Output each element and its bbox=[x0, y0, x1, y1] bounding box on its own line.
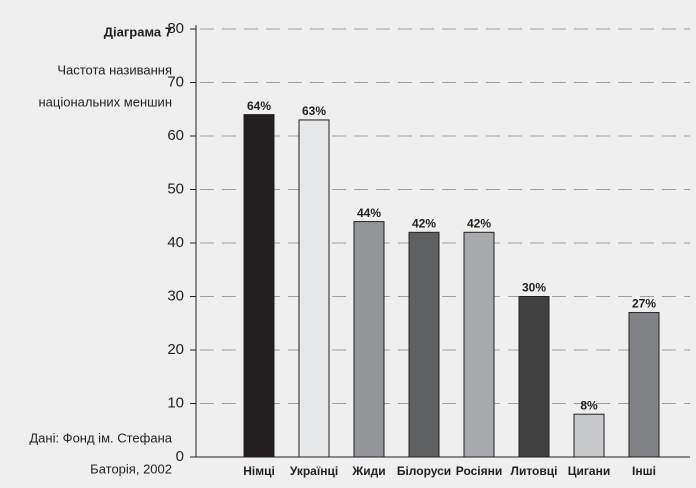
value-label: 27% bbox=[632, 297, 656, 311]
bar bbox=[298, 119, 330, 458]
y-tick-label: 70 bbox=[167, 73, 184, 90]
bar bbox=[353, 221, 385, 458]
x-tick-label: Литовці bbox=[511, 464, 558, 478]
y-tick-label: 0 bbox=[176, 448, 184, 465]
value-label: 30% bbox=[522, 281, 546, 295]
bar bbox=[463, 231, 495, 458]
x-tick-label: Білоруси bbox=[397, 464, 451, 478]
value-label: 64% bbox=[247, 99, 271, 113]
y-tick-label: 40 bbox=[167, 234, 184, 251]
x-tick-label: Німці bbox=[243, 464, 275, 478]
x-tick-label: Цигани bbox=[568, 464, 610, 478]
chart-subtitle: національних меншин bbox=[38, 94, 172, 109]
x-tick-label: Росіяни bbox=[456, 464, 503, 478]
value-label: 8% bbox=[580, 398, 598, 412]
chart-title: Діаграма 7 bbox=[104, 24, 172, 39]
chart-source: Дані: Фонд ім. Стефана bbox=[29, 430, 172, 445]
bar bbox=[518, 296, 550, 458]
y-tick-label: 20 bbox=[167, 341, 184, 358]
y-tick-label: 10 bbox=[167, 394, 184, 411]
y-tick-label: 80 bbox=[167, 20, 184, 37]
y-tick-label: 30 bbox=[167, 287, 184, 304]
bar bbox=[243, 114, 275, 458]
chart-subtitle: Частота називання bbox=[57, 62, 172, 77]
bar bbox=[573, 413, 605, 458]
chart-source: Баторія, 2002 bbox=[90, 461, 172, 476]
bar bbox=[628, 312, 660, 458]
value-label: 63% bbox=[302, 104, 326, 118]
value-label: 42% bbox=[412, 216, 436, 230]
x-tick-label: Українці bbox=[290, 464, 338, 478]
bar bbox=[408, 231, 440, 458]
y-tick-label: 50 bbox=[167, 180, 184, 197]
value-label: 44% bbox=[357, 206, 381, 220]
value-label: 42% bbox=[467, 216, 491, 230]
x-tick-label: Інші bbox=[632, 464, 656, 478]
x-tick-label: Жиди bbox=[351, 464, 385, 478]
y-tick-label: 60 bbox=[167, 127, 184, 144]
